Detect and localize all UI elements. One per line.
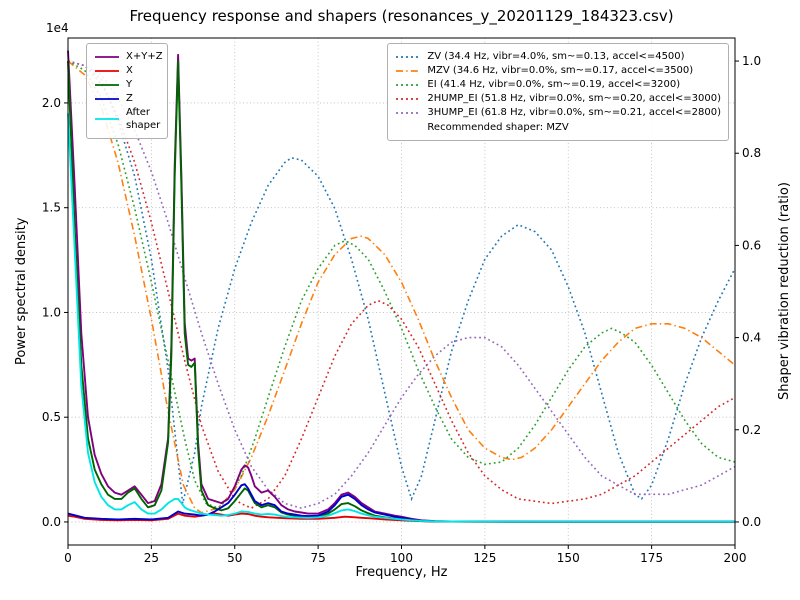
x-tick-label: 25 [144,551,159,565]
y-left-tick-label: 1.0 [42,305,61,319]
x-tick-label: 125 [473,551,496,565]
legend-item-label: X [126,65,133,76]
y-right-tick-label: 0.2 [742,423,761,437]
x-tick-label: 175 [640,551,663,565]
legend-item-label: 2HUMP_EI (51.8 Hz, vibr=0.0%, sm~=0.20, … [427,93,721,104]
x-tick-label: 150 [557,551,580,565]
legend-psd: X+Y+Z X Y Z After shaper [86,43,168,139]
legend-line-sample [95,118,119,120]
series-ZV [67,60,736,504]
y-right-tick-label: 0.0 [742,515,761,529]
legend-item: X [94,64,160,77]
legend-line-sample [95,55,119,58]
series-2HUMP_EI [67,60,736,509]
y-right-tick-label: 0.8 [742,146,761,160]
legend-item: ZV (34.4 Hz, vibr=4.0%, sm~=0.13, accel<… [395,50,721,63]
x-tick-label: 200 [724,551,747,565]
legend-item: EI (41.4 Hz, vibr=0.0%, sm~=0.19, accel<… [395,78,721,91]
axis-offset-text: 1e4 [46,21,69,35]
legend-line-sample [396,69,421,72]
y-left-tick-label: 2.0 [42,96,61,110]
legend-item-label: Y [126,79,133,90]
legend-item-label: Recommended shaper: MZV [427,122,569,133]
legend-line-sample [396,83,421,86]
x-axis-label: Frequency, Hz [355,565,448,580]
legend-line-sample [95,83,119,86]
x-tick-label: 100 [390,551,413,565]
legend-item-label: X+Y+Z [126,51,163,62]
legend-item: Y [94,78,160,91]
x-tick-label: 50 [227,551,242,565]
legend-item-label: ZV (34.4 Hz, vibr=4.0%, sm~=0.13, accel<… [427,51,685,62]
legend-item: Recommended shaper: MZV [395,121,721,134]
y-left-tick-label: 1.5 [42,201,61,215]
legend-line-sample [396,111,421,114]
y-axis-label-left: Power spectral density [14,217,29,366]
tick-layer: 0 25 50 75 100 125 150 175 200 0.0 0.5 1.0 1.5 2.0 0.0… [42,54,761,565]
series-After-shaper [67,113,735,523]
series-MZV [67,60,736,514]
y-right-tick-label: 1.0 [742,54,761,68]
legend-line-sample [95,69,119,72]
y-left-tick-label: 0.5 [42,410,61,424]
legend-line-sample [396,97,421,100]
y-left-tick-label: 0.0 [42,515,61,529]
legend-item: X+Y+Z [94,50,163,63]
chart-title: Frequency response and shapers (resonanc… [129,7,674,25]
x-tick-label: 75 [310,551,325,565]
legend-item: 3HUMP_EI (61.8 Hz, vibr=0.0%, sm~=0.21, … [395,106,721,119]
legend-item-label: Z [126,93,133,104]
series-3HUMP_EI [67,60,736,509]
y-right-tick-label: 0.6 [742,238,761,252]
legend-item-label: After shaper [126,107,161,131]
legend-line-sample [395,123,421,133]
legend-item: Z [94,92,160,105]
legend-item: After shaper [94,106,160,132]
y-axis-label-right: Shaper vibration reduction (ratio) [777,182,792,401]
legend-item-label: 3HUMP_EI (61.8 Hz, vibr=0.0%, sm~=0.21, … [427,107,721,118]
y-right-tick-label: 0.4 [742,331,761,345]
legend-item-label: MZV (34.6 Hz, vibr=0.0%, sm~=0.17, accel… [427,65,694,76]
legend-line-sample [95,97,119,100]
legend-shapers: ZV (34.4 Hz, vibr=4.0%, sm~=0.13, accel<… [387,43,729,141]
legend-line-sample [396,55,421,58]
series-Z [67,483,735,523]
legend-item-label: EI (41.4 Hz, vibr=0.0%, sm~=0.19, accel<… [427,79,681,90]
x-tick-label: 0 [64,551,72,565]
legend-item: MZV (34.6 Hz, vibr=0.0%, sm~=0.17, accel… [395,64,721,77]
legend-item: 2HUMP_EI (51.8 Hz, vibr=0.0%, sm~=0.20, … [395,92,721,105]
